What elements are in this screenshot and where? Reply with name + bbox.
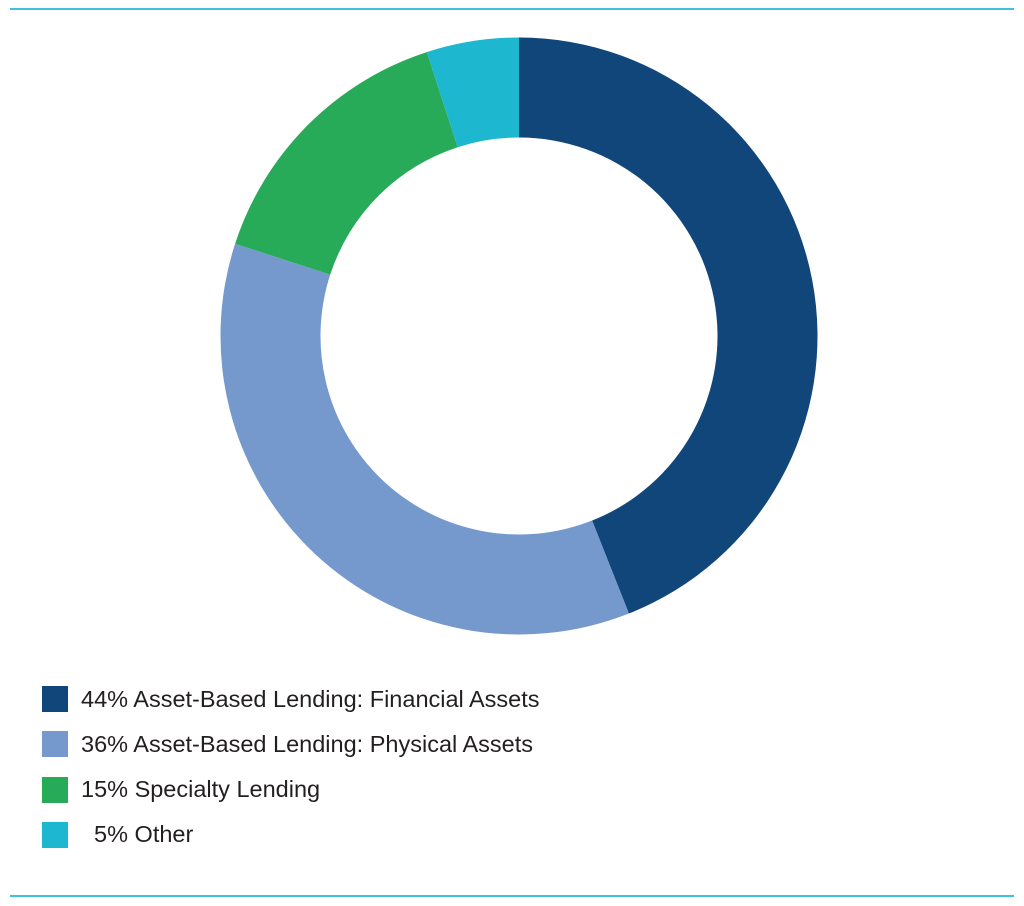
donut-slice-specialty-lending	[235, 52, 458, 275]
legend-swatch-physical-assets	[42, 731, 68, 758]
legend-label-other: 5% Other	[81, 821, 194, 848]
legend-item-specialty-lending: 15% Specialty Lending	[42, 775, 540, 805]
top-divider	[10, 8, 1014, 10]
legend-label-physical-assets: 36% Asset-Based Lending: Physical Assets	[81, 730, 533, 757]
donut-slice-asset-based-lending-physical-assets	[220, 243, 629, 635]
donut-slice-asset-based-lending-financial-assets	[519, 37, 818, 614]
legend-item-physical-assets: 36% Asset-Based Lending: Physical Assets	[42, 729, 540, 759]
legend-item-financial-assets: 44% Asset-Based Lending: Financial Asset…	[42, 684, 540, 714]
legend-label-specialty-lending: 15% Specialty Lending	[81, 776, 321, 803]
donut-slice-other	[426, 37, 519, 148]
legend-swatch-other	[42, 821, 68, 848]
bottom-divider	[10, 895, 1014, 897]
legend-item-other: 5% Other	[42, 820, 540, 850]
legend-label-financial-assets: 44% Asset-Based Lending: Financial Asset…	[81, 685, 540, 712]
legend-swatch-financial-assets	[42, 686, 68, 712]
legend-swatch-specialty-lending	[42, 776, 68, 803]
chart-legend: 44% Asset-Based Lending: Financial Asset…	[42, 684, 540, 865]
